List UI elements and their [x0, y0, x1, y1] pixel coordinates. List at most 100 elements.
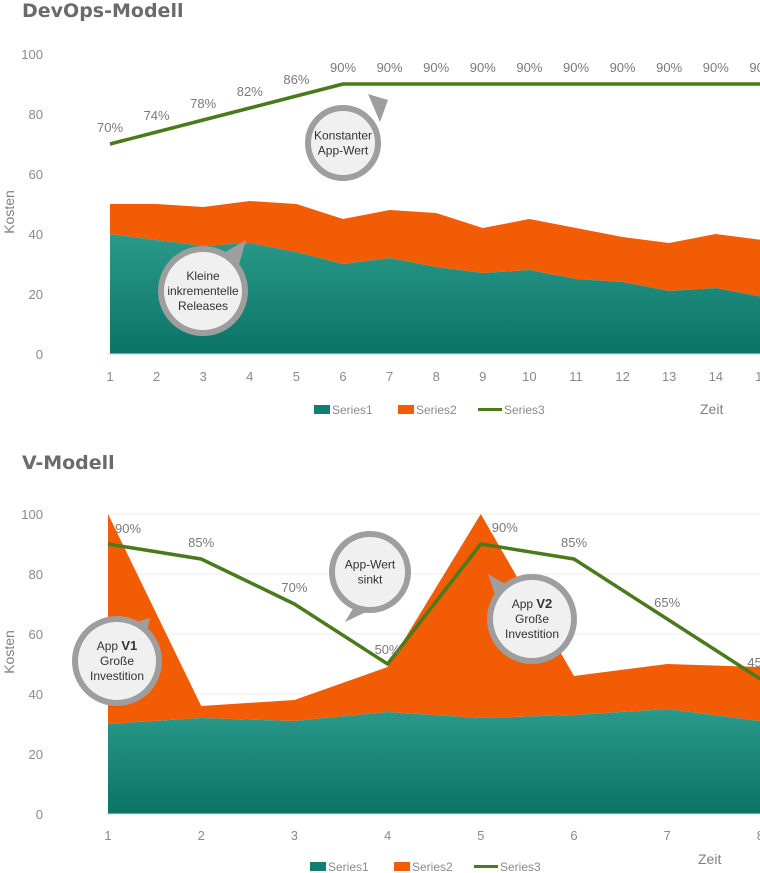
x-tick-label: 5: [293, 369, 300, 384]
callout-circle: [158, 246, 248, 336]
x-tick-label: 1: [106, 369, 113, 384]
series3-line: [109, 82, 760, 146]
callout-circle: [305, 105, 381, 181]
series3-data-label: 78%: [190, 96, 216, 111]
x-tick-label: 14: [709, 369, 723, 384]
series3-data-label: 90%: [703, 60, 729, 75]
y-tick-label: 0: [36, 807, 43, 822]
x-tick-label: 10: [522, 369, 536, 384]
x-tick-label: 3: [200, 369, 207, 384]
series3-data-label: 90%: [610, 60, 636, 75]
legend-item-series3: Series3: [478, 403, 545, 417]
callout-circle: [72, 616, 162, 706]
series3-data-label: 90%: [492, 520, 518, 535]
x-tick-label: 13: [662, 369, 676, 384]
legend-label: Series1: [332, 403, 373, 417]
series3-data-label: 90%: [423, 60, 449, 75]
y-tick-label: 80: [29, 107, 43, 122]
x-tick-label: 15: [755, 369, 760, 384]
series3-data-label: 82%: [237, 84, 263, 99]
callout-circle: [329, 531, 411, 613]
series2-area: [108, 514, 760, 724]
x-tick-label: 2: [153, 369, 160, 384]
x-axis-label-vmodell: Zeit: [698, 851, 721, 867]
x-tick-label: 7: [386, 369, 393, 384]
legend-label: Series3: [504, 403, 545, 417]
y-axis-label-devops: Kosten: [1, 190, 17, 234]
x-tick-label: 6: [339, 369, 346, 384]
x-tick-label: 4: [246, 369, 253, 384]
series3-line: [107, 542, 760, 681]
y-tick-label: 100: [21, 507, 43, 522]
legend-swatch: [394, 862, 410, 871]
series3-data-label: 70%: [281, 580, 307, 595]
series3-data-label: 90%: [377, 60, 403, 75]
x-tick-label: 8: [433, 369, 440, 384]
chart-title-devops: DevOps-Modell: [22, 0, 184, 22]
series3-data-label: 74%: [144, 108, 170, 123]
x-tick-label: 5: [477, 828, 484, 843]
x-tick-label: 9: [479, 369, 486, 384]
legend-item-series1: Series1: [314, 403, 373, 417]
callout-text: App-Wert: [345, 558, 396, 572]
series3-data-label: 45%: [747, 655, 760, 670]
callout-text: Konstanter: [314, 129, 372, 143]
legend-label: Series2: [412, 860, 453, 873]
y-axis-label-vmodell: Kosten: [1, 630, 17, 674]
y-tick-label: 40: [29, 687, 43, 702]
series3-data-label: 90%: [516, 60, 542, 75]
series3-data-label: 90%: [470, 60, 496, 75]
series1-area: [110, 234, 760, 354]
series1-area: [108, 709, 760, 814]
legend-swatch: [398, 405, 414, 414]
x-tick-label: 1: [104, 828, 111, 843]
callout-text: Große: [100, 654, 134, 668]
callout-tail: [368, 94, 388, 122]
y-tick-label: 20: [29, 747, 43, 762]
x-tick-label: 6: [570, 828, 577, 843]
series3-data-label: 65%: [654, 595, 680, 610]
chart-title-vmodell: V-Modell: [22, 452, 115, 474]
callout-text: App V2: [512, 596, 553, 611]
x-tick-label: 11: [569, 369, 583, 384]
series3-data-label: 90%: [115, 521, 141, 536]
series3-data-label: 85%: [188, 535, 214, 550]
x-axis-label-devops: Zeit: [700, 401, 723, 417]
series3-data-label: 50%: [375, 642, 401, 657]
x-tick-label: 7: [664, 828, 671, 843]
callout-text: App V1: [97, 638, 138, 653]
x-tick-label: 2: [198, 828, 205, 843]
series3-data-label: 85%: [561, 535, 587, 550]
y-tick-label: 80: [29, 567, 43, 582]
x-tick-label: 4: [384, 828, 391, 843]
x-tick-label: 12: [615, 369, 629, 384]
callout-text: Releases: [178, 299, 228, 313]
y-tick-label: 40: [29, 227, 43, 242]
y-tick-label: 0: [36, 347, 43, 362]
callout-text: sinkt: [358, 573, 383, 587]
legend-label: Series3: [500, 860, 541, 873]
callout-tail: [222, 240, 246, 268]
callout-text: Investition: [505, 627, 559, 641]
callout-text: Investition: [90, 669, 144, 683]
legend-item-series2: Series2: [394, 860, 453, 873]
x-tick-label: 3: [291, 828, 298, 843]
callout-text: App-Wert: [318, 144, 369, 158]
series3-data-label: 86%: [283, 72, 309, 87]
legend-label: Series2: [416, 403, 457, 417]
legend-label: Series1: [328, 860, 369, 873]
legend-item-series1: Series1: [310, 860, 369, 873]
series3-data-label: 90%: [563, 60, 589, 75]
y-tick-label: 20: [29, 287, 43, 302]
callout-text: inkrementelle: [167, 284, 239, 298]
series2-area: [110, 201, 760, 297]
y-tick-label: 60: [29, 167, 43, 182]
callout-circle: [487, 574, 577, 664]
series3-data-label: 90%: [749, 60, 760, 75]
callout-tail: [488, 574, 507, 598]
